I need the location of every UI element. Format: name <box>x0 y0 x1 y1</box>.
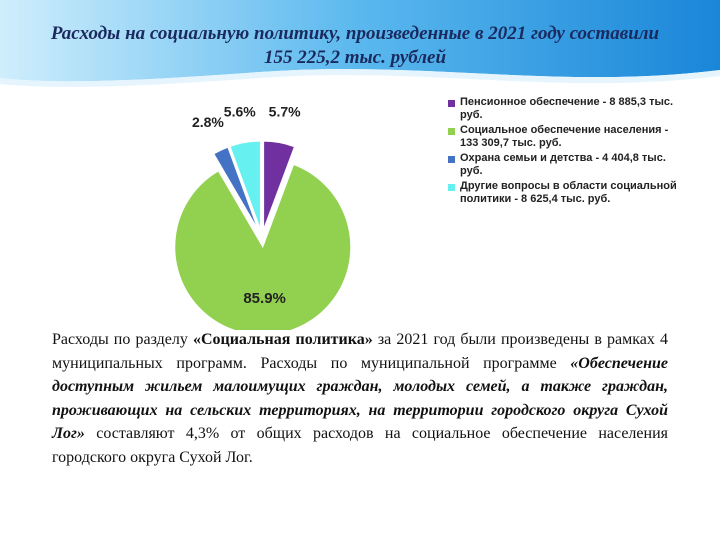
pie-slice <box>263 140 296 230</box>
legend-swatch <box>448 100 455 107</box>
text-run: Расходы по разделу <box>52 331 193 348</box>
pie-slice <box>229 140 261 230</box>
value-label: 2.8% <box>192 114 224 130</box>
legend-entry: Охрана семьи и детства - 4 404,8 тыс. ру… <box>448 152 688 178</box>
legend-entry: Пенсионное обеспечение - 8 885,3 тыс. ру… <box>448 96 688 122</box>
value-label: 5.6% <box>224 104 256 120</box>
pie-slice <box>174 163 352 330</box>
legend-label: Охрана семьи и детства - 4 404,8 тыс. ру… <box>460 152 666 177</box>
legend-swatch <box>448 156 455 163</box>
legend-swatch <box>448 184 455 191</box>
text-run: «Социальная политика» <box>192 331 373 348</box>
text-run: за 2021 год были произведены в рамках 4 … <box>52 331 669 372</box>
value-label: 5.7% <box>269 104 301 120</box>
header-wave <box>0 0 720 82</box>
chart-title: Расходы на социальную политику, произвед… <box>50 23 660 68</box>
paragraph: Расходы по разделу «Социальная политика»… <box>52 328 668 469</box>
legend-entry: Другие вопросы в области социальной поли… <box>448 180 688 206</box>
legend-label: Социальное обеспечение населения - 133 3… <box>460 124 669 149</box>
chart: 5.7% 85.9% 2.8%5.6% <box>174 104 352 330</box>
legend-label: Пенсионное обеспечение - 8 885,3 тыс. ру… <box>460 96 674 121</box>
legend-label: Другие вопросы в области социальной поли… <box>460 180 677 205</box>
pie-slice <box>213 146 259 231</box>
text-run: составляют 4,3% от общих расходов на соц… <box>52 425 668 466</box>
legend: Пенсионное обеспечение - 8 885,3 тыс. ру… <box>448 96 688 208</box>
legend-entry: Социальное обеспечение населения - 133 3… <box>448 124 688 150</box>
value-label: 85.9% <box>243 290 286 307</box>
header-wave-edge <box>0 69 720 87</box>
legend-swatch <box>448 128 455 135</box>
text-run: «Обеспечение доступным жильем малоимущих… <box>52 354 668 443</box>
